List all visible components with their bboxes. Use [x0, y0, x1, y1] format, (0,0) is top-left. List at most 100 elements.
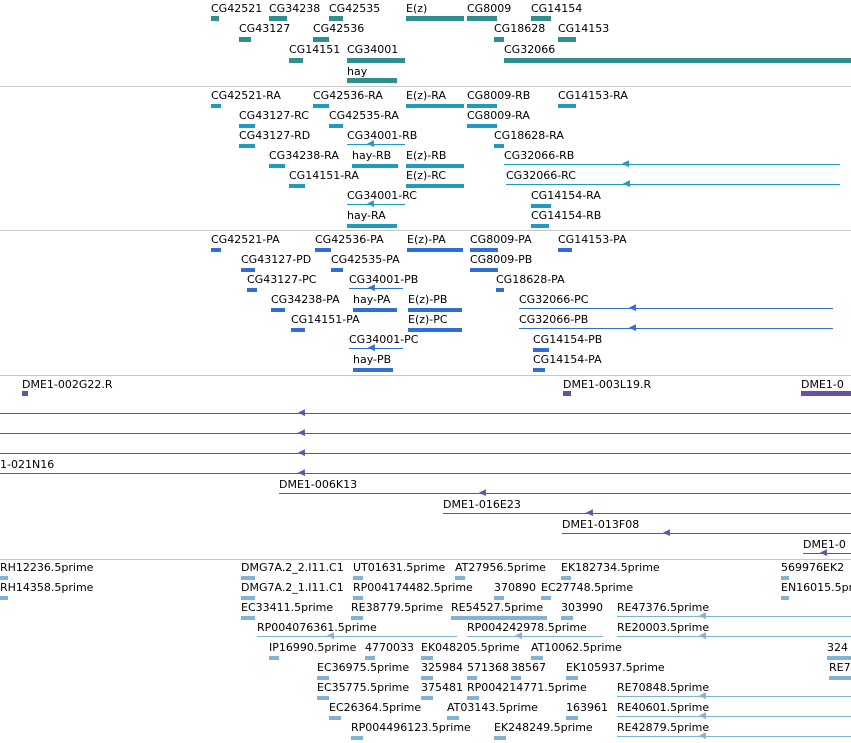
feature-glyph[interactable] — [467, 676, 477, 680]
feature-glyph[interactable] — [0, 413, 851, 414]
feature-label[interactable]: hay-RA — [347, 209, 386, 222]
feature-glyph[interactable] — [566, 716, 578, 720]
feature-glyph[interactable] — [269, 164, 285, 168]
feature-glyph[interactable] — [406, 164, 464, 168]
feature-label[interactable]: EC36975.5prime — [317, 661, 410, 674]
feature-glyph[interactable] — [827, 656, 851, 660]
feature-glyph[interactable] — [443, 513, 851, 514]
feature-label[interactable]: CG34238 — [269, 2, 321, 15]
feature-label[interactable]: E(z)-PC — [408, 313, 448, 326]
feature-glyph[interactable] — [566, 676, 578, 680]
feature-label[interactable]: CG42536 — [313, 22, 365, 35]
feature-glyph[interactable] — [0, 576, 8, 580]
feature-glyph[interactable] — [829, 676, 851, 680]
feature-glyph[interactable] — [271, 308, 285, 312]
feature-label[interactable]: CG14153-RA — [558, 89, 628, 102]
feature-label[interactable]: EC35775.5prime — [317, 681, 410, 694]
feature-label[interactable]: RE70848.5prime — [617, 681, 710, 694]
feature-label[interactable]: EC27748.5prime — [541, 581, 634, 594]
feature-glyph[interactable] — [421, 696, 433, 700]
feature-label[interactable]: RP004174482.5prime — [353, 581, 473, 594]
feature-glyph[interactable] — [533, 348, 549, 352]
feature-glyph[interactable] — [617, 636, 851, 637]
feature-glyph[interactable] — [617, 716, 851, 717]
feature-glyph[interactable] — [279, 493, 851, 494]
feature-label[interactable]: 375481 — [421, 681, 463, 694]
feature-glyph[interactable] — [494, 596, 504, 600]
feature-glyph[interactable] — [241, 268, 255, 272]
feature-label[interactable]: hay — [347, 65, 368, 78]
feature-glyph[interactable] — [531, 16, 551, 21]
feature-label[interactable]: DMG7A.2_1.I11.C1 — [241, 581, 344, 594]
feature-label[interactable]: CG32066 — [504, 43, 556, 56]
feature-label[interactable]: 303990 — [561, 601, 603, 614]
feature-label[interactable]: DME1-013F08 — [562, 518, 640, 531]
feature-glyph[interactable] — [0, 433, 851, 434]
feature-label[interactable]: CG14151-RA — [289, 169, 359, 182]
feature-label[interactable]: CG34001-PC — [349, 333, 419, 346]
feature-label[interactable]: CG43127-PD — [241, 253, 312, 266]
feature-glyph[interactable] — [803, 553, 851, 554]
feature-label[interactable]: CG43127-RD — [239, 129, 311, 142]
feature-glyph[interactable] — [289, 184, 305, 188]
feature-glyph[interactable] — [353, 308, 397, 312]
feature-label[interactable]: CG8009 — [467, 2, 512, 15]
feature-label[interactable]: CG14154-PA — [533, 353, 602, 366]
feature-label[interactable]: CG18628-PA — [496, 273, 565, 286]
feature-glyph[interactable] — [451, 616, 547, 620]
feature-glyph[interactable] — [467, 124, 497, 128]
feature-label[interactable]: CG32066-PC — [519, 293, 589, 306]
feature-glyph[interactable] — [353, 368, 393, 372]
feature-glyph[interactable] — [0, 473, 851, 474]
feature-glyph[interactable] — [558, 248, 572, 252]
feature-glyph[interactable] — [351, 736, 363, 740]
feature-label[interactable]: RE47376.5prime — [617, 601, 710, 614]
feature-glyph[interactable] — [315, 248, 331, 252]
feature-label[interactable]: CG34001-RC — [347, 189, 417, 202]
feature-glyph[interactable] — [269, 656, 279, 660]
feature-glyph[interactable] — [421, 676, 433, 680]
feature-label[interactable]: 370890 — [494, 581, 536, 594]
feature-glyph[interactable] — [781, 596, 789, 600]
feature-label[interactable]: DME1-003L19.R — [563, 378, 652, 391]
feature-glyph[interactable] — [241, 576, 255, 580]
feature-glyph[interactable] — [406, 16, 464, 21]
feature-glyph[interactable] — [455, 576, 465, 580]
feature-glyph[interactable] — [406, 104, 464, 108]
feature-label[interactable]: AT10062.5prime — [531, 641, 622, 654]
feature-glyph[interactable] — [408, 308, 462, 312]
feature-label[interactable]: AT27956.5prime — [455, 561, 546, 574]
feature-label[interactable]: CG43127 — [239, 22, 291, 35]
feature-label[interactable]: CG42535-RA — [329, 109, 399, 122]
feature-glyph[interactable] — [562, 533, 851, 534]
feature-glyph[interactable] — [467, 16, 497, 21]
feature-glyph[interactable] — [531, 224, 549, 228]
feature-label[interactable]: CG34001-PB — [349, 273, 419, 286]
feature-label[interactable]: CG14154-PB — [533, 333, 603, 346]
feature-glyph[interactable] — [531, 656, 543, 660]
feature-glyph[interactable] — [406, 184, 464, 188]
feature-glyph[interactable] — [291, 328, 305, 332]
feature-glyph[interactable] — [347, 78, 397, 83]
feature-glyph[interactable] — [211, 248, 221, 252]
feature-label[interactable]: UT01631.5prime — [353, 561, 446, 574]
feature-label[interactable]: RE40601.5prime — [617, 701, 710, 714]
feature-label[interactable]: DME1-016E23 — [443, 498, 521, 511]
feature-glyph[interactable] — [617, 696, 851, 697]
feature-glyph[interactable] — [241, 596, 255, 600]
feature-glyph[interactable] — [561, 576, 571, 580]
feature-label[interactable]: E(z)-PB — [408, 293, 448, 306]
feature-label[interactable]: AT03143.5prime — [447, 701, 538, 714]
feature-label[interactable]: EK105937.5prime — [566, 661, 665, 674]
feature-label[interactable]: CG42521-PA — [211, 233, 280, 246]
feature-glyph[interactable] — [22, 391, 28, 396]
feature-label[interactable]: CG32066-RB — [504, 149, 575, 162]
feature-label[interactable]: RE54527.5prime — [451, 601, 544, 614]
feature-label[interactable]: CG18628-RA — [494, 129, 564, 142]
feature-label[interactable]: CG43127-PC — [247, 273, 317, 286]
feature-glyph[interactable] — [558, 37, 576, 42]
feature-glyph[interactable] — [467, 696, 479, 700]
feature-label[interactable]: CG14154-RB — [531, 209, 602, 222]
feature-label[interactable]: CG14153-PA — [558, 233, 627, 246]
feature-glyph[interactable] — [561, 616, 573, 620]
